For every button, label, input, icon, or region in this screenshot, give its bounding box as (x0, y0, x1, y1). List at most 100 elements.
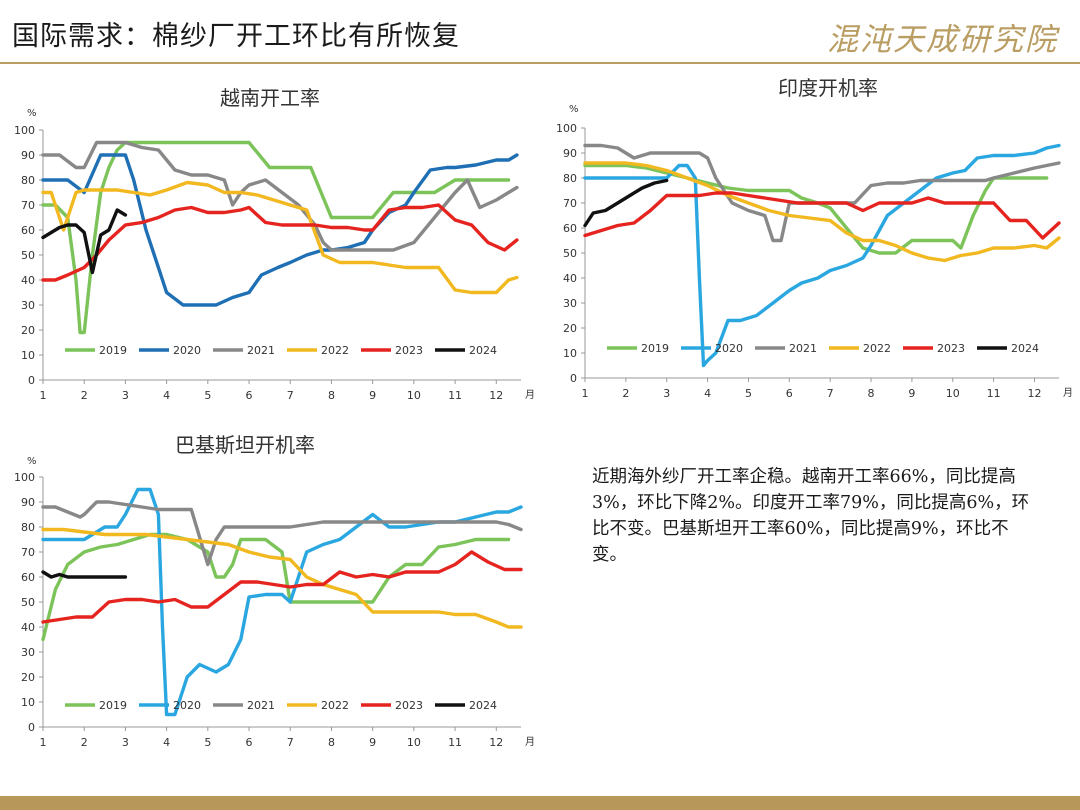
legend-label-2021: 2021 (789, 342, 817, 355)
series-line-2022 (41, 527, 523, 629)
legend-label-2021: 2021 (247, 344, 275, 357)
y-tick-label: 60 (563, 222, 577, 235)
series-line-2021 (583, 143, 1061, 243)
y-axis-unit-label: % (27, 108, 37, 119)
x-tick-label: 4 (163, 736, 170, 749)
page-title: 国际需求：棉纱厂开工环比有所恢复 (12, 21, 460, 52)
y-tick-label: 90 (21, 496, 35, 509)
x-tick-label: 11 (448, 389, 462, 402)
x-tick-label: 5 (204, 736, 211, 749)
legend-label-2024: 2024 (1011, 342, 1039, 355)
y-tick-label: 40 (563, 272, 577, 285)
y-tick-label: 70 (21, 199, 35, 212)
x-tick-label: 3 (663, 387, 670, 400)
y-tick-label: 50 (21, 596, 35, 609)
x-tick-label: 6 (786, 387, 793, 400)
y-tick-label: 80 (21, 174, 35, 187)
x-axis-unit-label: 月 (525, 736, 535, 748)
chart-title: 印度开机率 (778, 76, 878, 100)
commentary-text: 近期海外纱厂开工率企稳。越南开工率66%，同比提高3%，环比下降2%。印度开工率… (592, 464, 1032, 568)
x-tick-label: 5 (204, 389, 211, 402)
y-tick-label: 40 (21, 621, 35, 634)
legend-label-2024: 2024 (469, 344, 497, 357)
x-tick-label: 2 (81, 389, 88, 402)
y-tick-label: 40 (21, 274, 35, 287)
brand-logo: 混沌天成研究院 (827, 22, 1058, 58)
legend-label-2023: 2023 (395, 699, 423, 712)
y-tick-label: 90 (21, 149, 35, 162)
series-line-2024 (41, 208, 128, 275)
series-line-2023 (583, 191, 1061, 240)
legend-label-2022: 2022 (321, 699, 349, 712)
y-tick-label: 20 (21, 671, 35, 684)
x-tick-label: 6 (246, 736, 253, 749)
x-tick-label: 4 (163, 389, 170, 402)
y-tick-label: 50 (21, 249, 35, 262)
series-line-2019 (41, 532, 511, 642)
x-tick-label: 8 (328, 736, 335, 749)
x-tick-label: 5 (745, 387, 752, 400)
series-line-2020 (583, 143, 1061, 368)
x-tick-label: 11 (448, 736, 462, 749)
legend-label-2020: 2020 (173, 344, 201, 357)
x-tick-label: 7 (827, 387, 834, 400)
y-axis-unit-label: % (569, 104, 579, 115)
chart-title: 巴基斯坦开机率 (175, 433, 315, 457)
series-line-2019 (41, 140, 511, 335)
x-tick-label: 12 (1027, 387, 1041, 400)
y-tick-label: 30 (21, 646, 35, 659)
y-axis-unit-label: % (27, 456, 37, 467)
y-tick-label: 100 (14, 124, 35, 137)
legend-label-2020: 2020 (715, 342, 743, 355)
x-tick-label: 10 (407, 736, 421, 749)
y-tick-label: 0 (570, 372, 577, 385)
y-tick-label: 20 (563, 322, 577, 335)
x-axis-unit-label: 月 (525, 389, 535, 401)
legend-label-2019: 2019 (99, 344, 127, 357)
x-tick-label: 2 (81, 736, 88, 749)
legend-label-2019: 2019 (99, 699, 127, 712)
x-tick-label: 10 (407, 389, 421, 402)
y-tick-label: 30 (563, 297, 577, 310)
y-tick-label: 20 (21, 324, 35, 337)
y-tick-label: 50 (563, 247, 577, 260)
series-line-2024 (583, 178, 669, 228)
x-tick-label: 9 (908, 387, 915, 400)
x-tick-label: 4 (704, 387, 711, 400)
y-tick-label: 10 (21, 696, 35, 709)
x-tick-label: 1 (40, 389, 47, 402)
legend-label-2024: 2024 (469, 699, 497, 712)
y-tick-label: 10 (563, 347, 577, 360)
x-tick-label: 3 (122, 736, 129, 749)
x-tick-label: 1 (582, 387, 589, 400)
x-tick-label: 8 (868, 387, 875, 400)
legend-label-2023: 2023 (937, 342, 965, 355)
y-tick-label: 0 (28, 721, 35, 734)
y-tick-label: 70 (563, 197, 577, 210)
legend-label-2022: 2022 (863, 342, 891, 355)
x-tick-label: 3 (122, 389, 129, 402)
header-divider (0, 62, 1080, 64)
x-tick-label: 1 (40, 736, 47, 749)
x-tick-label: 10 (946, 387, 960, 400)
chart-title: 越南开工率 (220, 86, 320, 110)
series-line-2021 (41, 140, 519, 252)
x-tick-label: 12 (489, 389, 503, 402)
y-tick-label: 10 (21, 349, 35, 362)
y-tick-label: 80 (21, 521, 35, 534)
y-tick-label: 30 (21, 299, 35, 312)
x-tick-label: 8 (328, 389, 335, 402)
series-line-2020 (41, 153, 519, 307)
footer-bar (0, 796, 1080, 810)
legend-label-2020: 2020 (173, 699, 201, 712)
y-tick-label: 80 (563, 172, 577, 185)
series-line-2022 (41, 180, 519, 295)
x-tick-label: 7 (287, 736, 294, 749)
x-tick-label: 12 (489, 736, 503, 749)
y-tick-label: 100 (556, 122, 577, 135)
x-tick-label: 6 (246, 389, 253, 402)
legend-label-2019: 2019 (641, 342, 669, 355)
